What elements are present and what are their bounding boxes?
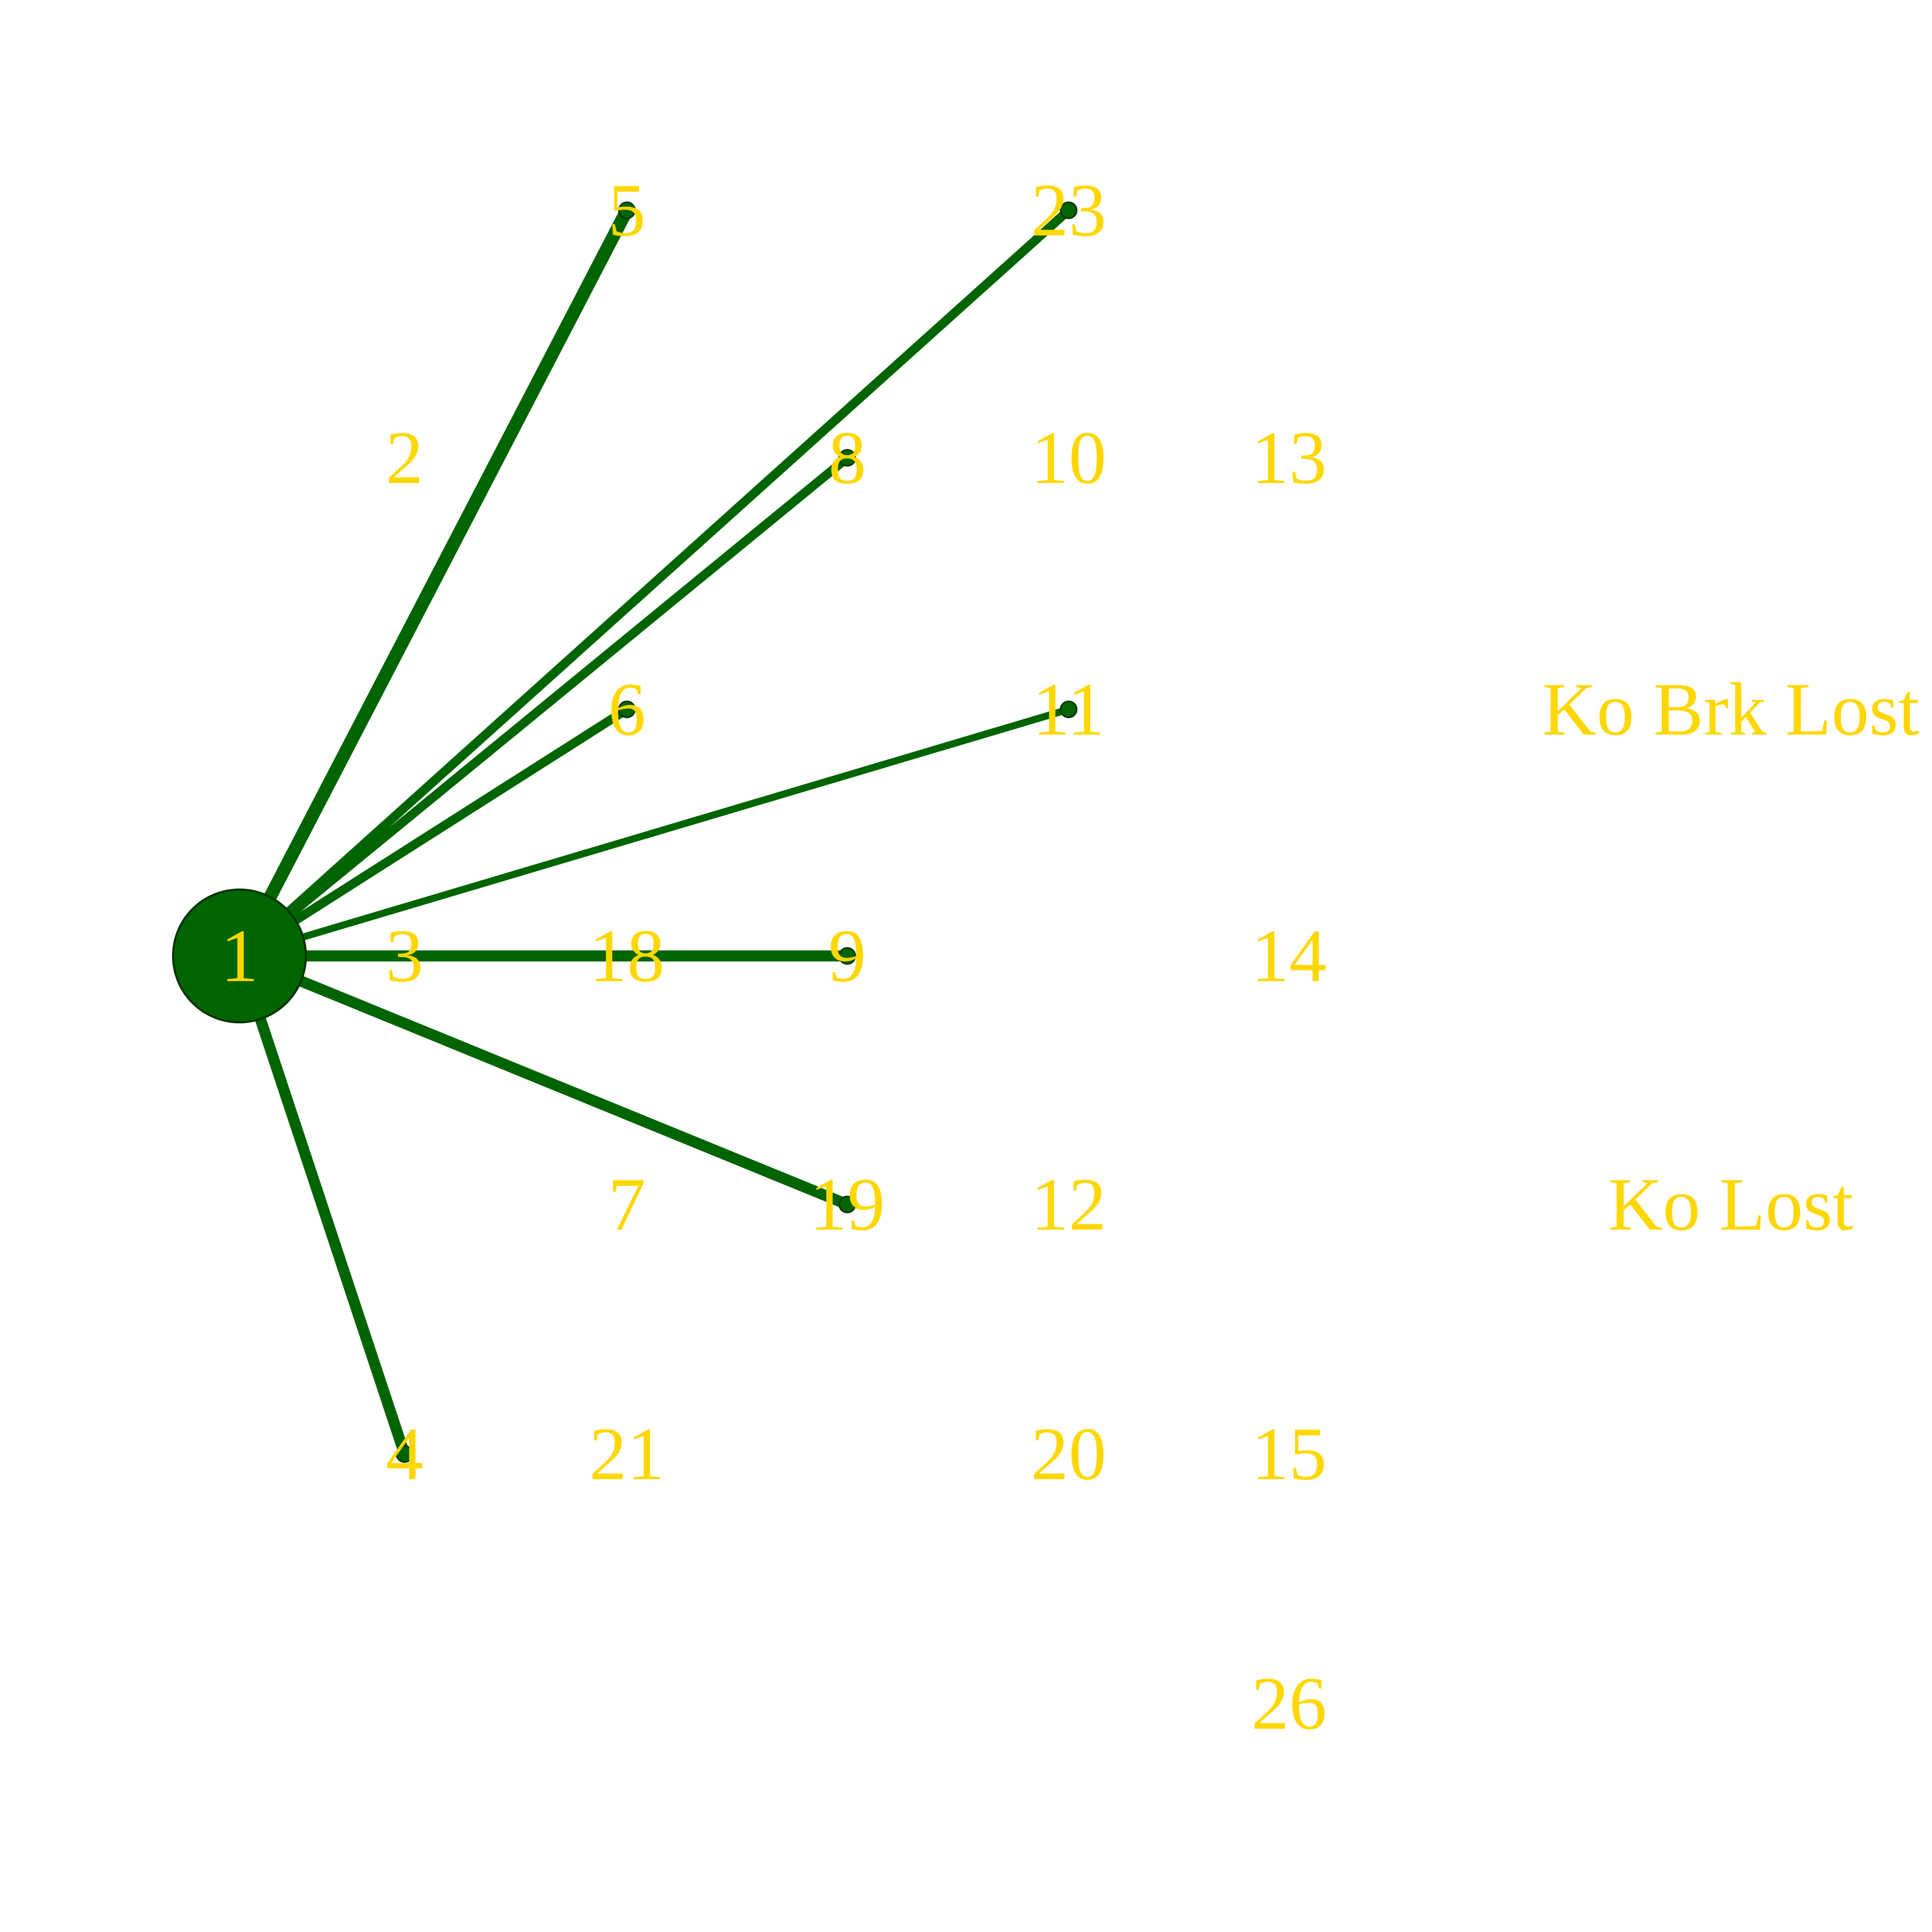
node-label-12: 12 xyxy=(1031,1163,1106,1246)
node-label-4: 4 xyxy=(386,1412,424,1496)
node-label-1: 1 xyxy=(221,914,259,998)
node-marker-9 xyxy=(838,947,856,965)
node-label-21: 21 xyxy=(589,1412,665,1496)
node-marker-5 xyxy=(618,201,636,219)
hub-node xyxy=(172,889,307,1023)
node-marker-6 xyxy=(618,700,636,718)
node-label-6: 6 xyxy=(608,668,646,751)
node-label-18: 18 xyxy=(589,914,665,998)
node-label-ko-brk-lost: Ko Brk Lost xyxy=(1542,668,1919,751)
node-label-14: 14 xyxy=(1251,914,1327,998)
edge-1-4 xyxy=(234,950,410,1460)
edge-1-11 xyxy=(236,706,1072,959)
edge-1-19 xyxy=(234,950,853,1210)
edge-1-23 xyxy=(235,206,1073,960)
node-marker-4 xyxy=(395,1445,414,1463)
edge-1-5 xyxy=(233,204,633,962)
node-label-11: 11 xyxy=(1032,668,1105,751)
markers-layer xyxy=(172,201,1078,1463)
node-marker-11 xyxy=(1060,700,1078,718)
node-label-7: 7 xyxy=(608,1163,646,1246)
node-label-2: 2 xyxy=(386,416,424,500)
node-label-23: 23 xyxy=(1031,169,1106,252)
node-marker-19 xyxy=(838,1195,856,1214)
node-label-9: 9 xyxy=(829,914,866,998)
node-label-ko-lost: Ko Lost xyxy=(1608,1163,1854,1246)
node-marker-23 xyxy=(1060,201,1078,219)
edges-layer xyxy=(233,204,1073,1460)
node-label-15: 15 xyxy=(1251,1412,1327,1496)
node-label-8: 8 xyxy=(829,416,866,500)
node-label-20: 20 xyxy=(1031,1412,1106,1496)
node-label-26: 26 xyxy=(1251,1662,1327,1745)
edge-1-6 xyxy=(235,705,631,960)
edge-1-8 xyxy=(235,453,852,960)
node-label-10: 10 xyxy=(1031,416,1106,500)
node-label-3: 3 xyxy=(386,914,424,998)
node-label-5: 5 xyxy=(608,169,646,252)
node-label-13: 13 xyxy=(1251,416,1327,500)
node-marker-8 xyxy=(838,449,856,467)
node-label-19: 19 xyxy=(810,1163,885,1246)
